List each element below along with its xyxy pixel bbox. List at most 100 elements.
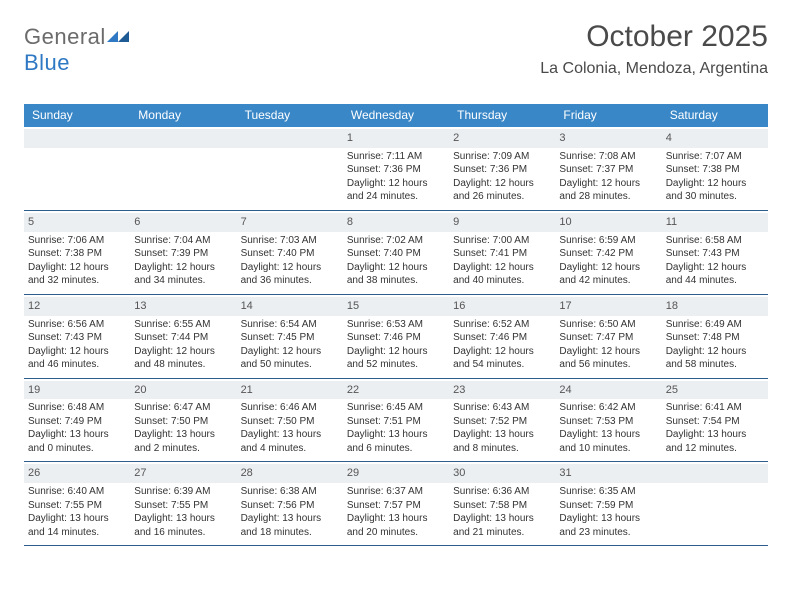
calendar-cell: 1Sunrise: 7:11 AMSunset: 7:36 PMDaylight… bbox=[343, 127, 449, 210]
day-detail-line: Sunrise: 6:52 AM bbox=[453, 318, 551, 332]
logo-text-gray: General bbox=[24, 24, 106, 49]
dow-thursday: Thursday bbox=[449, 104, 555, 127]
calendar-cell: 17Sunrise: 6:50 AMSunset: 7:47 PMDayligh… bbox=[555, 295, 661, 378]
day-detail-line: Sunset: 7:49 PM bbox=[28, 415, 126, 429]
calendar-cell: 9Sunrise: 7:00 AMSunset: 7:41 PMDaylight… bbox=[449, 211, 555, 294]
day-detail-line: Daylight: 12 hours bbox=[241, 261, 339, 275]
calendar-cell: 4Sunrise: 7:07 AMSunset: 7:38 PMDaylight… bbox=[662, 127, 768, 210]
day-detail-line: Daylight: 13 hours bbox=[453, 512, 551, 526]
day-number: 17 bbox=[555, 297, 661, 316]
calendar-cell: 16Sunrise: 6:52 AMSunset: 7:46 PMDayligh… bbox=[449, 295, 555, 378]
day-detail-line: Sunrise: 6:58 AM bbox=[666, 234, 764, 248]
day-detail-line: Daylight: 12 hours bbox=[559, 345, 657, 359]
day-detail-line: Daylight: 12 hours bbox=[666, 345, 764, 359]
day-detail-line: and 14 minutes. bbox=[28, 526, 126, 540]
calendar-cell bbox=[130, 127, 236, 210]
day-detail-line: Daylight: 13 hours bbox=[347, 428, 445, 442]
day-detail-line: and 20 minutes. bbox=[347, 526, 445, 540]
day-detail-line: and 18 minutes. bbox=[241, 526, 339, 540]
calendar-cell: 27Sunrise: 6:39 AMSunset: 7:55 PMDayligh… bbox=[130, 462, 236, 545]
day-detail-line: and 56 minutes. bbox=[559, 358, 657, 372]
calendar-cell: 11 Sunrise: 6:58 AMSunset: 7:43 PMDayligh… bbox=[662, 211, 768, 294]
day-detail-line: Sunrise: 6:50 AM bbox=[559, 318, 657, 332]
dow-wednesday: Wednesday bbox=[343, 104, 449, 127]
day-detail-line: and 42 minutes. bbox=[559, 274, 657, 288]
day-detail-line: Daylight: 12 hours bbox=[347, 261, 445, 275]
day-detail-line: Daylight: 13 hours bbox=[347, 512, 445, 526]
calendar-cell: 13Sunrise: 6:55 AMSunset: 7:44 PMDayligh… bbox=[130, 295, 236, 378]
calendar-cell: 8Sunrise: 7:02 AMSunset: 7:40 PMDaylight… bbox=[343, 211, 449, 294]
day-detail-line: Sunrise: 6:45 AM bbox=[347, 401, 445, 415]
day-detail-line: and 54 minutes. bbox=[453, 358, 551, 372]
day-number: 14 bbox=[237, 297, 343, 316]
day-number: 18 bbox=[662, 297, 768, 316]
day-detail-line: Daylight: 12 hours bbox=[453, 177, 551, 191]
day-detail-line: and 21 minutes. bbox=[453, 526, 551, 540]
day-number: 30 bbox=[449, 464, 555, 483]
day-detail-line: Daylight: 13 hours bbox=[453, 428, 551, 442]
day-number: 20 bbox=[130, 381, 236, 400]
day-detail-line: and 12 minutes. bbox=[666, 442, 764, 456]
calendar-cell: 14Sunrise: 6:54 AMSunset: 7:45 PMDayligh… bbox=[237, 295, 343, 378]
day-detail-line: Sunset: 7:48 PM bbox=[666, 331, 764, 345]
calendar-week: 1Sunrise: 7:11 AMSunset: 7:36 PMDaylight… bbox=[24, 127, 768, 211]
day-detail-line: Sunset: 7:52 PM bbox=[453, 415, 551, 429]
day-detail-line: and 46 minutes. bbox=[28, 358, 126, 372]
day-detail-line: and 23 minutes. bbox=[559, 526, 657, 540]
dow-tuesday: Tuesday bbox=[237, 104, 343, 127]
day-detail-line: Sunset: 7:54 PM bbox=[666, 415, 764, 429]
day-number: 1 bbox=[343, 129, 449, 148]
day-detail-line: Daylight: 12 hours bbox=[453, 261, 551, 275]
day-detail-line: and 0 minutes. bbox=[28, 442, 126, 456]
day-detail-line: Sunrise: 6:37 AM bbox=[347, 485, 445, 499]
day-detail-line: and 26 minutes. bbox=[453, 190, 551, 204]
header: October 2025 La Colonia, Mendoza, Argent… bbox=[540, 20, 768, 78]
calendar-cell: 30Sunrise: 6:36 AMSunset: 7:58 PMDayligh… bbox=[449, 462, 555, 545]
day-number: 22 bbox=[343, 381, 449, 400]
day-number: 7 bbox=[237, 213, 343, 232]
day-detail-line: and 8 minutes. bbox=[453, 442, 551, 456]
day-detail-line: Daylight: 12 hours bbox=[666, 261, 764, 275]
day-detail-line: Sunset: 7:45 PM bbox=[241, 331, 339, 345]
day-number: 23 bbox=[449, 381, 555, 400]
calendar-cell: 15Sunrise: 6:53 AMSunset: 7:46 PMDayligh… bbox=[343, 295, 449, 378]
day-detail-line: and 24 minutes. bbox=[347, 190, 445, 204]
day-detail-line: and 32 minutes. bbox=[28, 274, 126, 288]
calendar: SundayMondayTuesdayWednesdayThursdayFrid… bbox=[24, 104, 768, 546]
day-number: 4 bbox=[662, 129, 768, 148]
calendar-cell: 19Sunrise: 6:48 AMSunset: 7:49 PMDayligh… bbox=[24, 379, 130, 462]
day-detail-line: Daylight: 12 hours bbox=[28, 345, 126, 359]
day-number: 2 bbox=[449, 129, 555, 148]
day-number: 28 bbox=[237, 464, 343, 483]
day-detail-line: Sunrise: 6:47 AM bbox=[134, 401, 232, 415]
day-detail-line: and 2 minutes. bbox=[134, 442, 232, 456]
day-detail-line: Sunrise: 7:06 AM bbox=[28, 234, 126, 248]
day-number: 15 bbox=[343, 297, 449, 316]
day-number: 10 bbox=[555, 213, 661, 232]
day-number: 9 bbox=[449, 213, 555, 232]
day-detail-line: Sunrise: 6:53 AM bbox=[347, 318, 445, 332]
calendar-week: 26Sunrise: 6:40 AMSunset: 7:55 PMDayligh… bbox=[24, 462, 768, 546]
day-detail-line: and 28 minutes. bbox=[559, 190, 657, 204]
day-number: 6 bbox=[130, 213, 236, 232]
day-detail-line: Sunset: 7:43 PM bbox=[666, 247, 764, 261]
day-detail-line: Sunrise: 6:49 AM bbox=[666, 318, 764, 332]
day-detail-line: Sunrise: 6:42 AM bbox=[559, 401, 657, 415]
day-detail-line: and 4 minutes. bbox=[241, 442, 339, 456]
day-detail-line: Daylight: 13 hours bbox=[666, 428, 764, 442]
day-detail-line: and 58 minutes. bbox=[666, 358, 764, 372]
calendar-cell: 18 Sunrise: 6:49 AMSunset: 7:48 PMDayligh… bbox=[662, 295, 768, 378]
day-number: 12 bbox=[24, 297, 130, 316]
day-detail-line: Sunset: 7:41 PM bbox=[453, 247, 551, 261]
day-detail-line: and 30 minutes. bbox=[666, 190, 764, 204]
day-detail-line: Daylight: 12 hours bbox=[666, 177, 764, 191]
day-number: 11 bbox=[662, 213, 768, 232]
day-detail-line: Sunrise: 7:08 AM bbox=[559, 150, 657, 164]
day-detail-line: Sunrise: 6:36 AM bbox=[453, 485, 551, 499]
day-detail-line: Daylight: 13 hours bbox=[28, 512, 126, 526]
day-detail-line: Sunrise: 6:39 AM bbox=[134, 485, 232, 499]
day-detail-line: Sunrise: 6:35 AM bbox=[559, 485, 657, 499]
day-number bbox=[237, 129, 343, 148]
day-detail-line: Daylight: 12 hours bbox=[28, 261, 126, 275]
day-detail-line: Sunrise: 6:59 AM bbox=[559, 234, 657, 248]
